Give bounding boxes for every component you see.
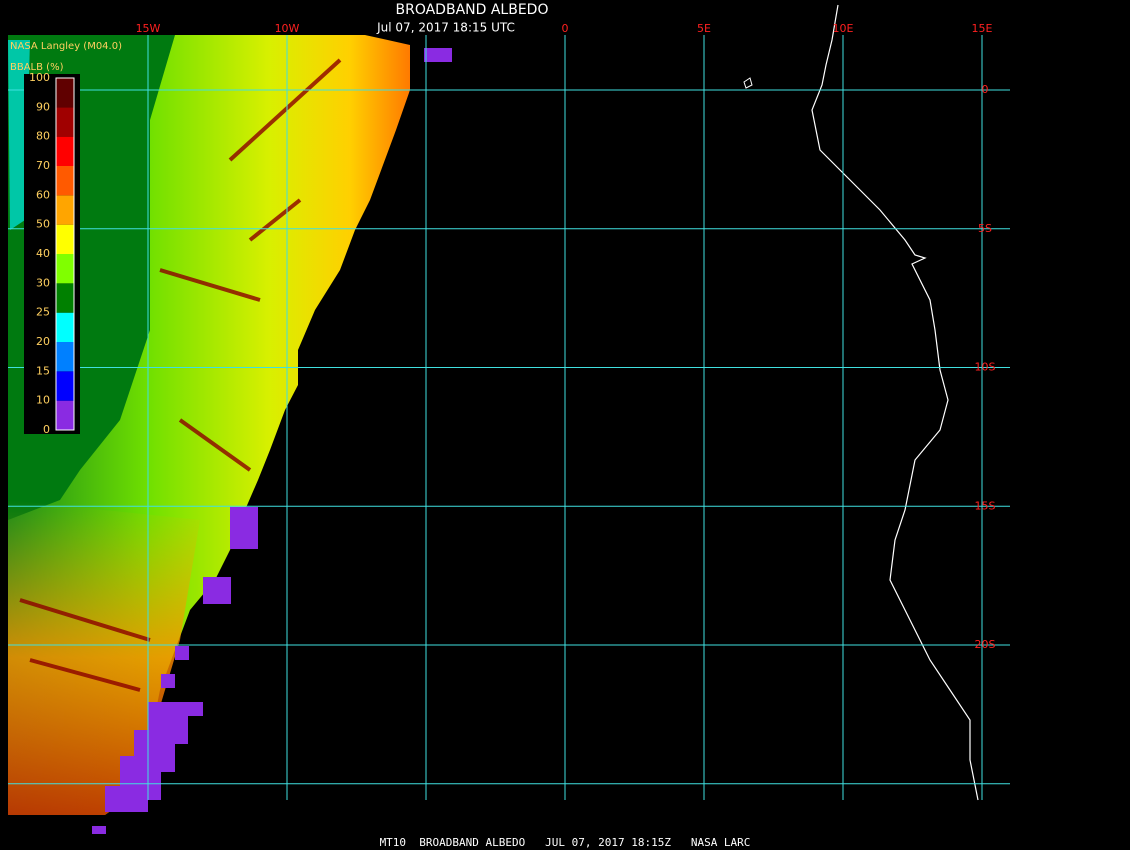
colorbar-bin xyxy=(56,342,74,372)
colorbar-tick-label: 30 xyxy=(36,276,50,289)
lon-label: 15W xyxy=(136,22,161,35)
map-subtitle: Jul 07, 2017 18:15 UTC xyxy=(376,21,515,35)
colorbar-bin xyxy=(56,400,74,430)
colorbar-bin xyxy=(56,283,74,313)
colorbar: 0 10 15 20 25 30 40 50 60 70 80 90 100 xyxy=(24,71,80,436)
colorbar-bin xyxy=(56,224,74,254)
coastline xyxy=(811,4,979,801)
colorbar-tick-label: 40 xyxy=(36,247,50,260)
source-label: NASA Langley (M04.0) xyxy=(10,41,122,52)
footer: MT10 BROADBAND ALBEDO JUL 07, 2017 18:15… xyxy=(380,836,751,849)
colorbar-bin xyxy=(56,312,74,342)
lat-label: 10S xyxy=(975,361,996,374)
lon-label: 10E xyxy=(833,22,854,35)
colorbar-tick-label: 25 xyxy=(36,306,50,319)
colorbar-bin xyxy=(56,195,74,225)
colorbar-tick-label: 100 xyxy=(29,71,50,84)
lat-label: 20S xyxy=(975,638,996,651)
colorbar-bin xyxy=(56,166,74,196)
colorbar-bin xyxy=(56,78,74,108)
colorbar-border xyxy=(55,77,75,431)
lon-label: 0 xyxy=(562,22,569,35)
missing-data-blocks xyxy=(92,48,452,834)
colorbar-bin xyxy=(56,136,74,166)
island xyxy=(743,77,753,89)
graticule: 15W 10W 0 5E 10E 15E 0 5S 10S 15S 20S xyxy=(8,22,1010,800)
colorbar-tick-label: 10 xyxy=(36,394,50,407)
map-title: BROADBAND ALBEDO xyxy=(396,2,549,18)
colorbar-tick-label: 15 xyxy=(36,364,50,377)
colorbar-tick-label: 0 xyxy=(43,423,50,436)
colorbar-tick-label: 90 xyxy=(36,100,50,113)
lon-label: 10W xyxy=(275,22,300,35)
lon-label: 5E xyxy=(697,22,711,35)
lat-label: 5S xyxy=(978,222,992,235)
colorbar-bin xyxy=(56,371,74,401)
colorbar-bin xyxy=(56,107,74,137)
colorbar-title: BBALB (%) xyxy=(10,62,64,73)
colorbar-tick-label: 80 xyxy=(36,130,50,143)
lon-label: 15E xyxy=(972,22,993,35)
colorbar-tick-label: 50 xyxy=(36,218,50,231)
colorbar-tick-label: 60 xyxy=(36,188,50,201)
lat-label: 15S xyxy=(975,499,996,512)
colorbar-bin xyxy=(56,254,74,284)
lat-label: 0 xyxy=(982,83,989,96)
colorbar-tick-label: 20 xyxy=(36,335,50,348)
colorbar-tick-label: 70 xyxy=(36,159,50,172)
